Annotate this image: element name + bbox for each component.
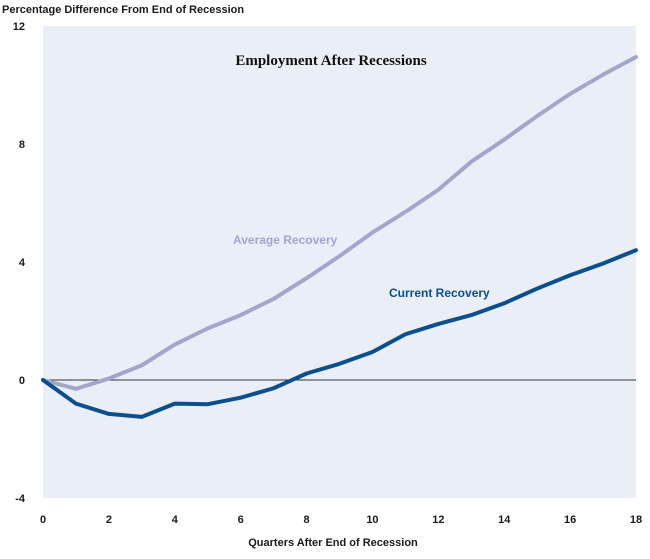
x-tick-label: 4: [172, 514, 179, 526]
series-line-current-recovery: [41, 248, 638, 419]
y-tick-label: 12: [13, 21, 25, 33]
x-tick-label: 2: [106, 514, 112, 526]
chart-title: Employment After Recessions: [235, 53, 427, 69]
x-tick-label: 10: [366, 514, 378, 526]
y-tick-label: -4: [15, 493, 26, 505]
series-label-average-recovery: Average Recovery: [233, 233, 338, 247]
y-tick-label: 0: [19, 375, 25, 387]
x-tick-label: 6: [238, 514, 244, 526]
series-layer: [41, 54, 638, 419]
y-axis-title: Percentage Difference From End of Recess…: [2, 4, 244, 16]
x-tick-label: 0: [40, 514, 46, 526]
plot-area: [43, 26, 636, 498]
x-tick-label: 12: [432, 514, 444, 526]
series-line-average-recovery: [41, 54, 638, 391]
y-tick-label: 4: [19, 257, 26, 269]
tick-layer: -4 0 4 8 12 0 2 4 6 8 10 12 14 16 18: [13, 21, 642, 526]
x-tick-label: 14: [498, 514, 511, 526]
series-label-current-recovery: Current Recovery: [389, 286, 490, 300]
x-tick-label: 18: [630, 514, 642, 526]
x-tick-label: 16: [564, 514, 576, 526]
y-tick-label: 8: [19, 139, 25, 151]
x-tick-label: 8: [303, 514, 309, 526]
x-axis-title: Quarters After End of Recession: [248, 537, 418, 549]
